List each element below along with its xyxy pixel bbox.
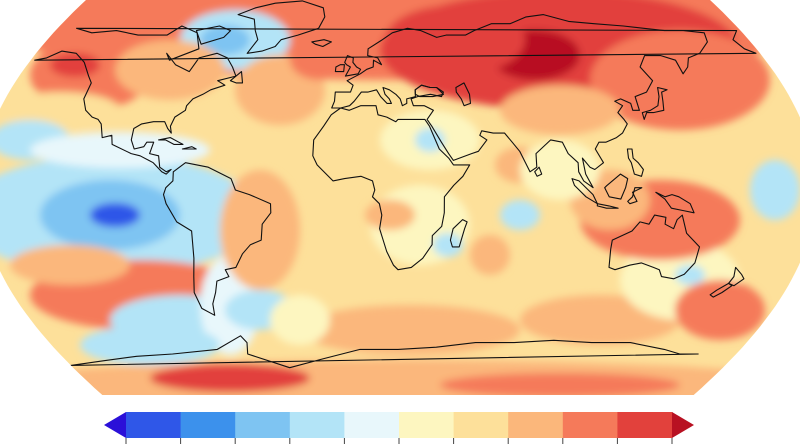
colorbar [104,412,694,444]
anomaly-patch [50,53,100,77]
anomaly-patch [750,160,800,220]
coastline-sri-lanka [534,166,543,177]
coastline-japan [641,86,668,120]
colorbar-extend-low [104,412,126,438]
anomaly-patch [365,200,415,230]
coastline-caspian [455,82,472,107]
anomaly-patch [10,245,130,285]
colorbar-segment [399,412,455,438]
anomaly-patch [470,235,510,275]
colorbar-segment [180,412,236,438]
coastline-hispaniola [181,146,197,150]
colorbar-segment [453,412,509,438]
coastline-ireland [334,64,345,73]
anomaly-patch [200,25,250,55]
coastlines [34,0,757,369]
coastline-new-guinea [655,191,695,214]
coastline-iceland [311,39,332,48]
anomaly-patch [150,364,310,392]
anomaly-patch [675,280,765,340]
colorbar-segment [235,412,291,438]
colorbar-segment [289,412,345,438]
colorbar-segment [344,412,400,438]
colorbar-segment [617,412,673,438]
coastline-borneo [604,173,629,200]
anomaly-patch [500,200,540,230]
anomaly-patch [290,40,350,80]
colorbar-extend-high [672,412,694,438]
anomaly-patch [675,265,705,285]
anomaly-patch [500,85,620,135]
anomaly-patch [385,5,525,75]
anomaly-patch [300,305,520,355]
coastline-new-zealand [728,266,745,287]
anomaly-patch [115,40,225,100]
coastline-java [596,203,619,209]
coastline-new-zealand-south [709,282,733,298]
anomaly-patch [0,92,120,128]
anomaly-patch [440,373,680,395]
coastline-north-america [34,25,757,175]
coastline-british-isles [344,55,362,77]
anomaly-patch [90,203,140,227]
coastline-antarctica [70,335,699,369]
anomaly-patch [30,132,210,168]
coastline-madagascar [449,219,468,248]
coastline-greenland [237,0,326,54]
coastline-baffin [195,25,232,45]
anomaly-patch [433,233,463,257]
anomaly-patch [270,295,330,345]
coastline-philippines [626,148,644,177]
anomaly-field [0,0,800,395]
coastline-australia [608,214,701,280]
coastline-newfoundland [229,71,244,84]
coastline-africa [312,105,471,271]
coastline-south-america [162,162,272,316]
coastline-cuba [158,137,184,145]
colorbar-segment [508,412,564,438]
coastline-black-sea [414,84,445,98]
colorbar-segment [562,412,618,438]
coastline-sulawesi [627,187,643,205]
anomaly-patch [80,325,220,365]
anomaly-patch [520,140,600,200]
anomaly-patch [220,170,300,290]
colorbar-segment [126,412,182,438]
